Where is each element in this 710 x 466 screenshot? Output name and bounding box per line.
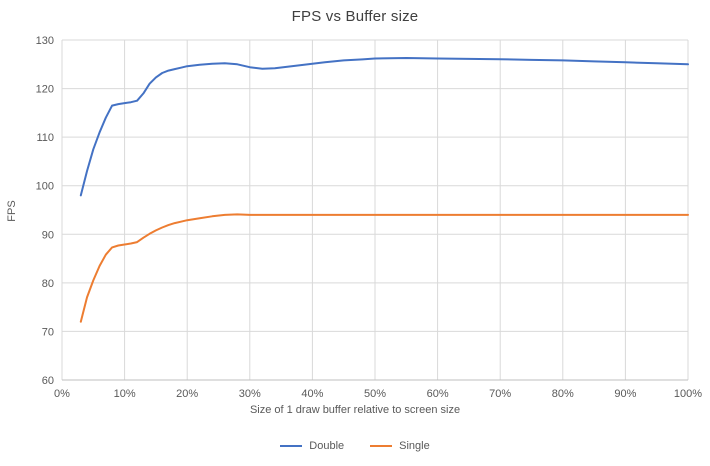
legend-item-double[interactable]: Double — [280, 440, 344, 452]
y-tick-label: 110 — [36, 132, 54, 144]
x-tick-label: 0% — [54, 388, 70, 400]
y-tick-label: 60 — [42, 375, 54, 387]
x-tick-label: 40% — [301, 388, 323, 400]
x-tick-label: 30% — [239, 388, 261, 400]
y-axis-title: FPS — [6, 200, 18, 222]
x-axis-title: Size of 1 draw buffer relative to screen… — [249, 404, 461, 416]
x-tick-label: 10% — [114, 388, 136, 400]
y-tick-label: 70 — [42, 326, 54, 338]
tick-labels: 60 70 80 90 100 110 120 130 0% 10% 20% 30% 40% 50% 60%… — [36, 35, 703, 400]
x-tick-label: 20% — [176, 388, 198, 400]
legend: Double Single — [0, 440, 710, 452]
data-series-lines — [79, 57, 689, 323]
legend-label-double: Double — [309, 440, 345, 452]
x-tick-label: 50% — [364, 388, 386, 400]
chart-title: FPS vs Buffer size — [291, 8, 419, 25]
y-tick-label: 80 — [42, 278, 54, 290]
gridlines — [61, 39, 689, 381]
legend-label-single: Single — [399, 440, 430, 452]
x-tick-label: 70% — [489, 388, 511, 400]
double-series-line — [79, 57, 689, 197]
y-tick-label: 120 — [36, 84, 54, 96]
y-tick-label: 100 — [36, 181, 54, 193]
x-tick-label: 90% — [614, 388, 636, 400]
single-series-line — [79, 213, 689, 323]
single-series-line-swatch — [370, 445, 393, 447]
y-tick-label: 130 — [36, 35, 54, 47]
x-tick-label: 100% — [674, 388, 702, 400]
x-tick-label: 80% — [552, 388, 574, 400]
double-series-line-swatch — [280, 445, 303, 447]
legend-item-single[interactable]: Single — [370, 440, 430, 452]
x-tick-label: 60% — [427, 388, 449, 400]
y-tick-label: 90 — [42, 229, 54, 241]
